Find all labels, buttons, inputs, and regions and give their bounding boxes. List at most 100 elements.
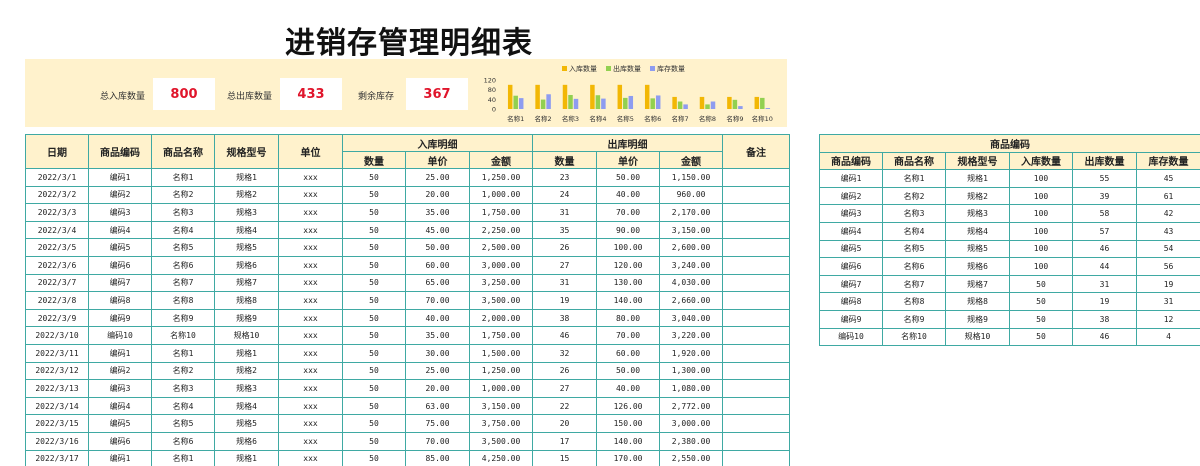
summary-cell[interactable]: 规格10	[945, 327, 1010, 347]
cell-out-qty[interactable]: 19	[532, 291, 598, 310]
cell-remark[interactable]	[722, 203, 791, 222]
cell-name[interactable]: 名称1	[151, 449, 215, 466]
summary-cell[interactable]: 规格8	[945, 292, 1010, 311]
summary-cell[interactable]: 100	[1009, 257, 1073, 276]
cell-code[interactable]: 编码1	[88, 168, 152, 187]
cell-in-amount[interactable]: 2,000.00	[468, 308, 534, 328]
cell-code[interactable]: 编码6	[88, 431, 152, 451]
cell-out-amount[interactable]: 3,000.00	[659, 414, 724, 433]
summary-cell[interactable]: 规格7	[945, 274, 1010, 294]
cell-in-qty[interactable]: 50	[342, 203, 406, 222]
cell-name[interactable]: 名称6	[151, 431, 215, 451]
cell-out-price[interactable]: 150.00	[596, 414, 661, 433]
cell-in-price[interactable]: 40.00	[405, 308, 470, 328]
summary-cell[interactable]: 4	[1135, 327, 1200, 347]
cell-out-amount[interactable]: 1,300.00	[659, 361, 724, 381]
summary-cell[interactable]: 57	[1072, 221, 1137, 241]
cell-out-amount[interactable]: 3,240.00	[659, 255, 724, 275]
cell-code[interactable]: 编码4	[88, 220, 152, 240]
cell-name[interactable]: 名称4	[151, 396, 215, 416]
cell-unit[interactable]: xxx	[278, 308, 343, 328]
summary-cell[interactable]: 规格9	[945, 309, 1010, 329]
cell-spec[interactable]: 规格5	[214, 414, 279, 433]
summary-cell[interactable]: 19	[1072, 292, 1137, 311]
cell-out-amount[interactable]: 4,030.00	[659, 273, 724, 293]
cell-out-qty[interactable]: 23	[532, 168, 598, 187]
cell-code[interactable]: 编码9	[88, 308, 152, 328]
summary-cell[interactable]: 名称8	[882, 292, 946, 311]
summary-cell[interactable]: 31	[1135, 292, 1200, 311]
cell-out-qty[interactable]: 15	[532, 449, 598, 466]
cell-unit[interactable]: xxx	[278, 361, 343, 381]
cell-in-price[interactable]: 35.00	[405, 203, 470, 222]
cell-out-amount[interactable]: 2,550.00	[659, 449, 724, 466]
cell-in-price[interactable]: 20.00	[405, 379, 470, 398]
summary-cell[interactable]: 编码6	[819, 257, 883, 276]
cell-name[interactable]: 名称1	[151, 343, 215, 363]
cell-in-qty[interactable]: 50	[342, 185, 406, 205]
cell-out-amount[interactable]: 2,772.00	[659, 396, 724, 416]
cell-in-price[interactable]: 70.00	[405, 291, 470, 310]
cell-name[interactable]: 名称5	[151, 238, 215, 257]
cell-in-qty[interactable]: 50	[342, 379, 406, 398]
cell-in-qty[interactable]: 50	[342, 273, 406, 293]
summary-cell[interactable]: 100	[1009, 186, 1073, 206]
cell-unit[interactable]: xxx	[278, 291, 343, 310]
total-in-value[interactable]: 800	[153, 78, 215, 110]
summary-cell[interactable]: 名称1	[882, 169, 946, 188]
cell-unit[interactable]: xxx	[278, 185, 343, 205]
cell-date[interactable]: 2022/3/14	[25, 396, 89, 416]
cell-out-amount[interactable]: 2,170.00	[659, 203, 724, 222]
cell-out-amount[interactable]: 3,220.00	[659, 326, 724, 345]
cell-in-amount[interactable]: 3,500.00	[468, 291, 534, 310]
cell-date[interactable]: 2022/3/8	[25, 291, 89, 310]
cell-in-price[interactable]: 30.00	[405, 343, 470, 363]
cell-code[interactable]: 编码1	[88, 449, 152, 466]
cell-name[interactable]: 名称3	[151, 379, 215, 398]
cell-out-qty[interactable]: 35	[532, 220, 598, 240]
cell-out-amount[interactable]: 960.00	[659, 185, 724, 205]
cell-remark[interactable]	[722, 431, 791, 451]
cell-out-price[interactable]: 120.00	[596, 255, 661, 275]
summary-cell[interactable]: 50	[1009, 292, 1073, 311]
cell-name[interactable]: 名称2	[151, 361, 215, 381]
summary-cell[interactable]: 编码7	[819, 274, 883, 294]
cell-in-amount[interactable]: 1,250.00	[468, 168, 534, 187]
cell-code[interactable]: 编码5	[88, 414, 152, 433]
cell-unit[interactable]: xxx	[278, 396, 343, 416]
cell-name[interactable]: 名称3	[151, 203, 215, 222]
summary-cell[interactable]: 名称2	[882, 186, 946, 206]
cell-out-price[interactable]: 60.00	[596, 343, 661, 363]
cell-spec[interactable]: 规格2	[214, 361, 279, 381]
summary-cell[interactable]: 46	[1072, 239, 1137, 259]
cell-code[interactable]: 编码10	[88, 326, 152, 345]
cell-in-price[interactable]: 25.00	[405, 361, 470, 381]
cell-out-price[interactable]: 170.00	[596, 449, 661, 466]
summary-cell[interactable]: 12	[1135, 309, 1200, 329]
cell-in-price[interactable]: 65.00	[405, 273, 470, 293]
cell-unit[interactable]: xxx	[278, 449, 343, 466]
summary-cell[interactable]: 编码1	[819, 169, 883, 188]
summary-cell[interactable]: 56	[1135, 257, 1200, 276]
cell-in-qty[interactable]: 50	[342, 396, 406, 416]
summary-cell[interactable]: 编码4	[819, 221, 883, 241]
cell-spec[interactable]: 规格9	[214, 308, 279, 328]
cell-spec[interactable]: 规格6	[214, 255, 279, 275]
cell-in-price[interactable]: 35.00	[405, 326, 470, 345]
summary-cell[interactable]: 43	[1135, 221, 1200, 241]
cell-date[interactable]: 2022/3/1	[25, 168, 89, 187]
summary-cell[interactable]: 编码9	[819, 309, 883, 329]
cell-in-amount[interactable]: 1,750.00	[468, 326, 534, 345]
cell-name[interactable]: 名称7	[151, 273, 215, 293]
cell-date[interactable]: 2022/3/4	[25, 220, 89, 240]
cell-out-qty[interactable]: 31	[532, 273, 598, 293]
summary-cell[interactable]: 38	[1072, 309, 1137, 329]
cell-in-amount[interactable]: 1,750.00	[468, 203, 534, 222]
cell-unit[interactable]: xxx	[278, 168, 343, 187]
cell-date[interactable]: 2022/3/7	[25, 273, 89, 293]
summary-cell[interactable]: 编码5	[819, 239, 883, 259]
cell-remark[interactable]	[722, 220, 791, 240]
cell-in-qty[interactable]: 50	[342, 343, 406, 363]
cell-spec[interactable]: 规格4	[214, 220, 279, 240]
